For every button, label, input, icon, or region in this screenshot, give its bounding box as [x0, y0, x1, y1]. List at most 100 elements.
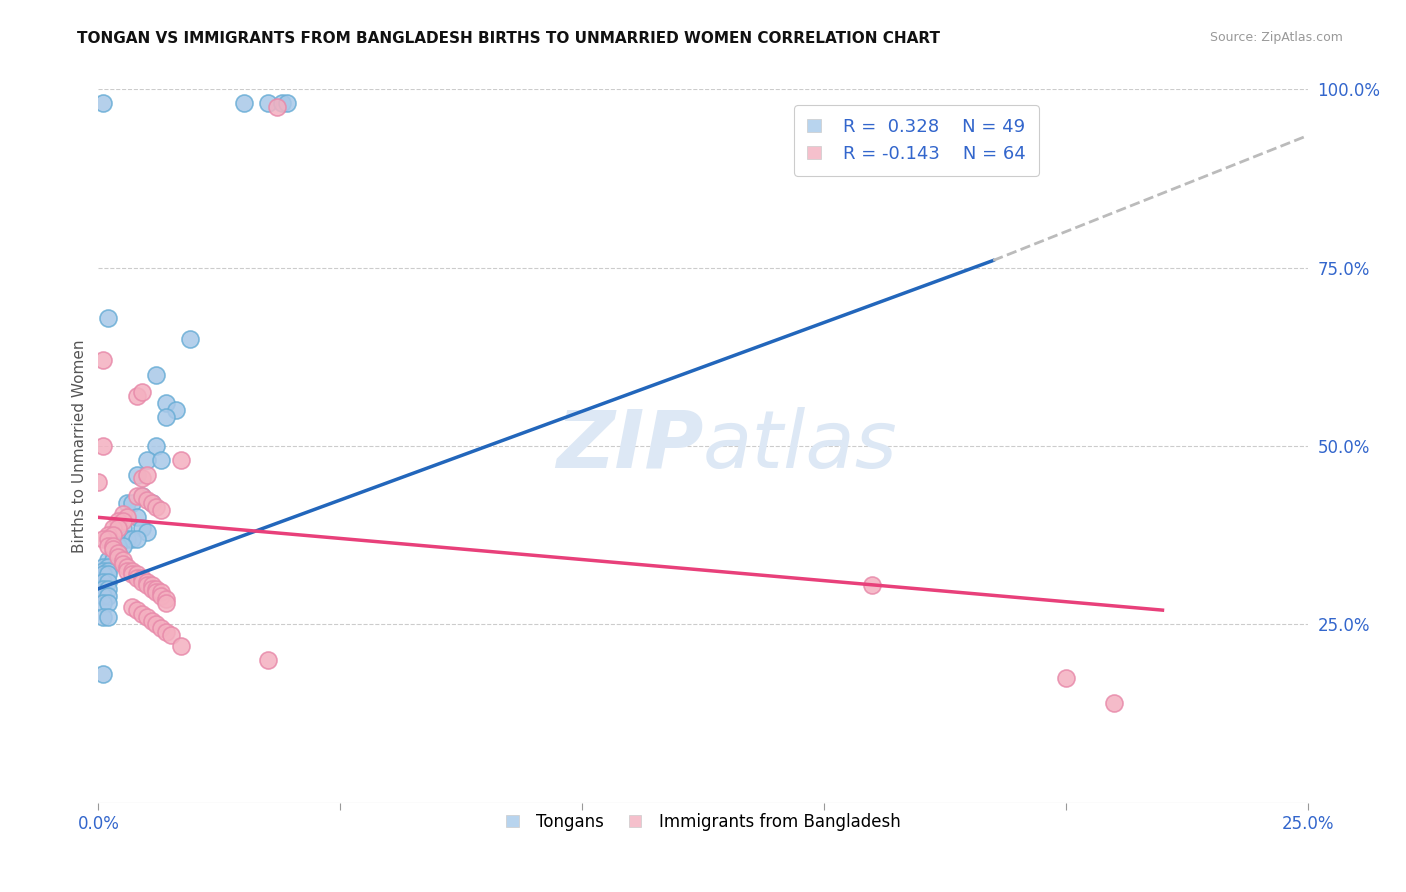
Text: ZIP: ZIP [555, 407, 703, 485]
Point [101, 528, 124, 542]
Point [155, 410, 177, 425]
Point [145, 500, 167, 514]
Point [107, 521, 129, 535]
Point [169, 639, 191, 653]
Point [91, 582, 114, 596]
Point [111, 553, 134, 567]
Point [117, 532, 139, 546]
Point [97, 564, 120, 578]
Point [135, 492, 157, 507]
Point [276, 96, 298, 111]
Point [150, 503, 173, 517]
Point [127, 603, 149, 617]
Point [91, 96, 114, 111]
Point [91, 353, 114, 368]
Point [127, 510, 149, 524]
Point [101, 542, 124, 557]
Point [97, 310, 120, 325]
Point [97, 589, 120, 603]
Point [131, 471, 153, 485]
Point [111, 507, 134, 521]
Point [127, 489, 149, 503]
Point [131, 521, 153, 535]
Point [97, 528, 120, 542]
Point [141, 578, 163, 592]
Point [131, 571, 153, 585]
Point [91, 610, 114, 624]
Point [155, 592, 177, 607]
Point [91, 567, 114, 582]
Point [145, 582, 167, 596]
Point [117, 560, 139, 574]
Point [97, 582, 120, 596]
Point [150, 589, 173, 603]
Point [97, 560, 120, 574]
Point [107, 539, 129, 553]
Point [91, 667, 114, 681]
Point [256, 653, 278, 667]
Point [165, 403, 187, 417]
Point [91, 596, 114, 610]
Point [131, 385, 153, 400]
Point [145, 585, 167, 599]
Text: atlas: atlas [703, 407, 898, 485]
Point [117, 510, 139, 524]
Point [145, 617, 167, 632]
Point [135, 578, 157, 592]
Y-axis label: Births to Unmarried Women: Births to Unmarried Women [72, 339, 87, 553]
Point [107, 514, 129, 528]
Point [232, 96, 254, 111]
Point [111, 539, 134, 553]
Point [135, 610, 157, 624]
Point [150, 585, 173, 599]
Point [121, 532, 143, 546]
Point [266, 100, 288, 114]
Point [179, 332, 201, 346]
Point [91, 532, 114, 546]
Point [131, 489, 153, 503]
Point [87, 475, 110, 489]
Point [1102, 696, 1125, 710]
Point [97, 539, 120, 553]
Point [91, 564, 114, 578]
Point [107, 546, 129, 560]
Point [101, 521, 124, 535]
Point [111, 557, 134, 571]
Point [135, 574, 157, 589]
Point [141, 614, 163, 628]
Point [860, 578, 883, 592]
Point [121, 564, 143, 578]
Point [155, 596, 177, 610]
Point [117, 564, 139, 578]
Point [91, 574, 114, 589]
Point [101, 546, 124, 560]
Point [101, 553, 124, 567]
Point [1054, 671, 1077, 685]
Point [107, 549, 129, 564]
Point [155, 396, 177, 410]
Text: TONGAN VS IMMIGRANTS FROM BANGLADESH BIRTHS TO UNMARRIED WOMEN CORRELATION CHART: TONGAN VS IMMIGRANTS FROM BANGLADESH BIR… [77, 31, 941, 46]
Point [127, 567, 149, 582]
Point [101, 539, 124, 553]
Point [135, 467, 157, 482]
Point [131, 607, 153, 621]
Point [107, 546, 129, 560]
Point [121, 599, 143, 614]
Point [111, 514, 134, 528]
Point [135, 524, 157, 539]
Point [91, 439, 114, 453]
Point [127, 532, 149, 546]
Text: Source: ZipAtlas.com: Source: ZipAtlas.com [1209, 31, 1343, 45]
Point [155, 624, 177, 639]
Point [256, 96, 278, 111]
Point [141, 582, 163, 596]
Point [169, 453, 191, 467]
Point [150, 621, 173, 635]
Point [97, 567, 120, 582]
Point [97, 596, 120, 610]
Point [145, 368, 167, 382]
Point [127, 389, 149, 403]
Point [141, 496, 163, 510]
Point [160, 628, 183, 642]
Point [121, 567, 143, 582]
